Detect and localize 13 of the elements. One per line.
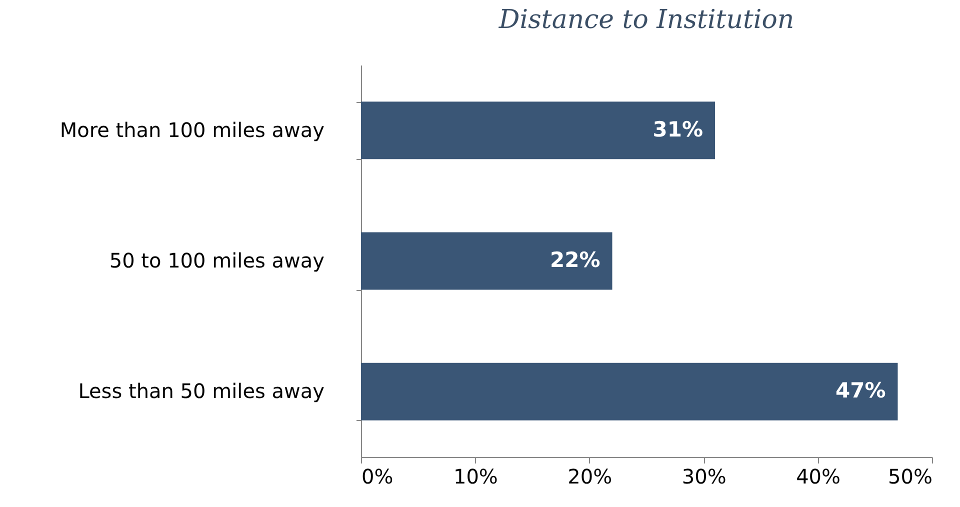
x-tick-label: 10% <box>453 464 498 488</box>
y-tick-label: 50 to 100 miles away <box>109 248 325 272</box>
y-tick-label: Less than 50 miles away <box>78 379 325 404</box>
x-tick-label: 50% <box>888 464 932 488</box>
data-label: 22% <box>550 248 600 272</box>
y-tick-label: More than 100 miles away <box>60 118 325 142</box>
x-tick-label: 20% <box>568 464 612 488</box>
data-label: 47% <box>835 378 886 403</box>
x-tick-label: 40% <box>796 464 841 488</box>
chart-title: Distance to Institution <box>498 5 794 35</box>
x-tick-label: 0% <box>362 464 394 488</box>
data-label: 31% <box>652 117 704 142</box>
x-tick-label: 30% <box>682 464 726 488</box>
